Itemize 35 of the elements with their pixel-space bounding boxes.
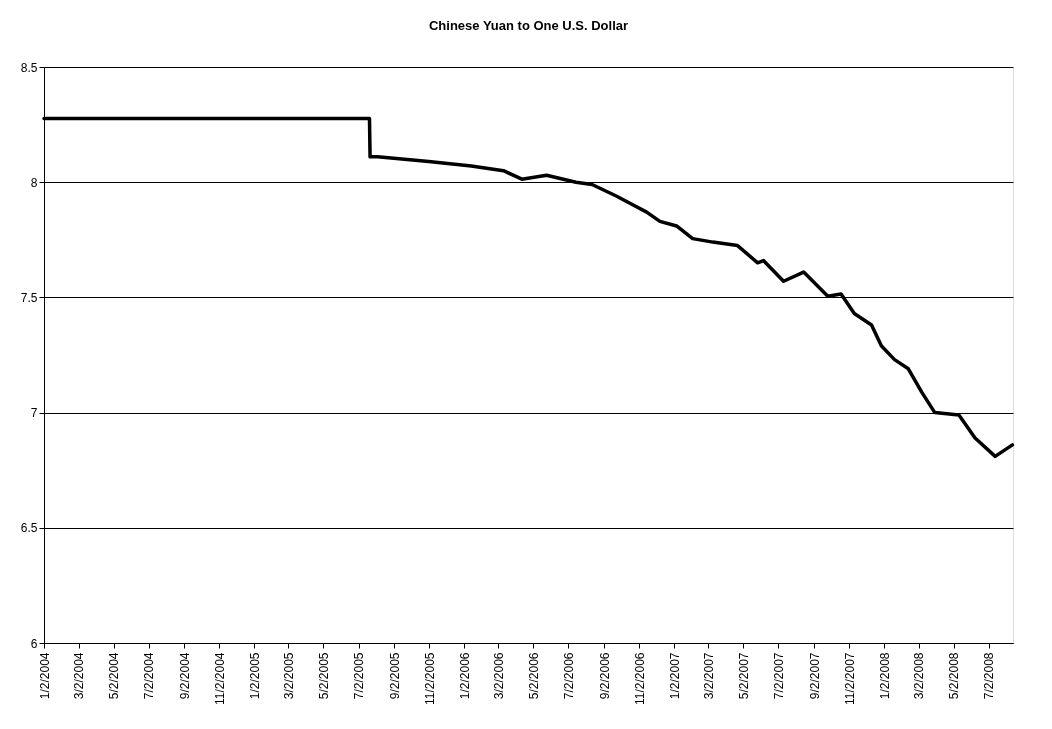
- x-tick-label: 7/2/2007: [771, 652, 786, 700]
- x-tick-label: 5/2/2006: [526, 652, 541, 700]
- x-tick-label: 7/2/2008: [982, 652, 997, 700]
- x-tick-label: 5/2/2007: [736, 652, 751, 700]
- x-tick-label: 1/2/2006: [457, 652, 472, 700]
- x-tick-label: 9/2/2006: [597, 652, 612, 700]
- x-tick-label: 5/2/2008: [947, 652, 962, 700]
- x-tick-label: 3/2/2008: [912, 652, 927, 700]
- x-tick-label: 3/2/2006: [491, 652, 506, 700]
- x-tick-label: 1/2/2008: [877, 652, 892, 700]
- y-tick-label: 7: [30, 406, 38, 421]
- x-tick-label: 9/2/2005: [387, 652, 402, 700]
- x-tick-label: 7/2/2005: [352, 652, 367, 700]
- x-tick-label: 11/2/2007: [842, 652, 857, 705]
- y-tick-label: 8: [30, 175, 38, 190]
- x-tick-label: 1/2/2007: [667, 652, 682, 700]
- chart-title: Chinese Yuan to One U.S. Dollar: [428, 18, 629, 33]
- x-tick-label: 9/2/2007: [807, 652, 822, 700]
- x-tick-label: 5/2/2005: [316, 652, 331, 700]
- y-tick-label: 6: [30, 636, 38, 651]
- x-tick-label: 1/2/2005: [247, 652, 262, 700]
- x-tick-label: 7/2/2006: [561, 652, 576, 700]
- x-tick-label: 7/2/2004: [142, 652, 157, 700]
- x-tick-label: 3/2/2005: [281, 652, 296, 700]
- y-tick-label: 6.5: [20, 521, 38, 536]
- x-tick-label: 3/2/2007: [701, 652, 716, 700]
- y-tick-label: 7.5: [20, 290, 38, 305]
- x-tick-label: 3/2/2004: [72, 652, 86, 700]
- x-tick-label: 1/2/2004: [37, 652, 52, 700]
- x-tick-label: 11/2/2006: [632, 652, 647, 705]
- y-tick-label: 8.5: [20, 60, 38, 75]
- x-tick-label: 5/2/2004: [107, 652, 122, 700]
- x-tick-label: 11/2/2004: [212, 652, 227, 705]
- x-tick-label: 9/2/2004: [177, 652, 192, 700]
- x-tick-label: 11/2/2005: [422, 652, 437, 705]
